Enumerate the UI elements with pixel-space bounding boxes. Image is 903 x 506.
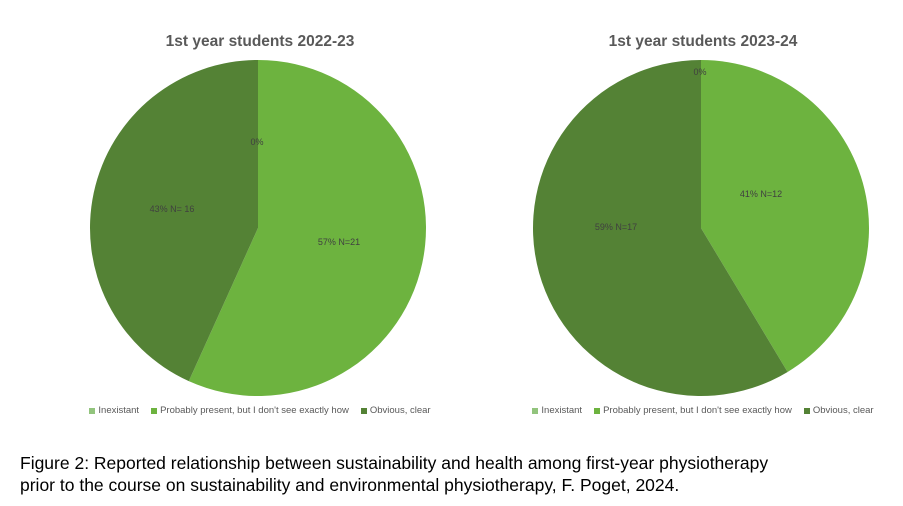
legend-label: Probably present, but I don't see exactl… — [603, 405, 792, 416]
figure-caption: Figure 2: Reported relationship between … — [20, 452, 890, 496]
pie-svg: 0% 41% N=12 59% N=17 — [532, 60, 869, 396]
pie-slice — [701, 60, 869, 372]
pie-slice — [532, 60, 788, 396]
legend-item-inexistant: Inexistant — [89, 405, 139, 416]
legend-item-obvious-clear: Obvious, clear — [803, 405, 874, 416]
legend-item-inexistant: Inexistant — [532, 405, 582, 416]
data-label: 0% — [250, 137, 263, 147]
data-label: 43% N= 16 — [150, 204, 195, 214]
data-label: 41% N=12 — [740, 189, 782, 199]
legend-swatch — [89, 407, 96, 414]
legend-swatch — [532, 407, 539, 414]
chart-title: 1st year students 2022-23 — [165, 33, 355, 50]
chart-title: 1st year students 2023-24 — [608, 33, 798, 50]
legend-label: Inexistant — [98, 405, 140, 416]
pie-slice — [188, 60, 427, 396]
legend-swatch — [594, 407, 601, 414]
caption-line-2: prior to the course on sustainability an… — [20, 475, 680, 495]
pie-slice — [90, 60, 258, 382]
legend-swatch — [151, 407, 158, 414]
pie-svg: 0% 57% N=21 43% N= 16 — [90, 60, 427, 396]
legend-label: Inexistant — [541, 405, 583, 416]
data-label: 59% N=17 — [595, 222, 637, 232]
data-label: 57% N=21 — [318, 237, 360, 247]
legend-item-obvious-clear: Obvious, clear — [360, 405, 431, 416]
legend-label: Obvious, clear — [369, 405, 431, 416]
legend-swatch — [360, 407, 367, 414]
legend-label: Obvious, clear — [812, 405, 874, 416]
caption-line-1: Figure 2: Reported relationship between … — [20, 453, 769, 473]
chart-legend: Inexistant Probably present, but I don't… — [40, 405, 480, 416]
legend-label: Probably present, but I don't see exactl… — [160, 405, 349, 416]
legend-item-probably-present: Probably present, but I don't see exactl… — [594, 405, 792, 416]
pie-chart-2023-24: 1st year students 2023-24 0% 41% N=12 59% … — [483, 0, 903, 425]
chart-legend: Inexistant Probably present, but I don't… — [483, 405, 903, 416]
data-label: 0% — [693, 67, 706, 77]
legend-item-probably-present: Probably present, but I don't see exactl… — [151, 405, 349, 416]
pie-chart-2022-23: 1st year students 2022-23 0% 57% N=21 43% … — [40, 0, 480, 425]
legend-swatch — [803, 407, 810, 414]
